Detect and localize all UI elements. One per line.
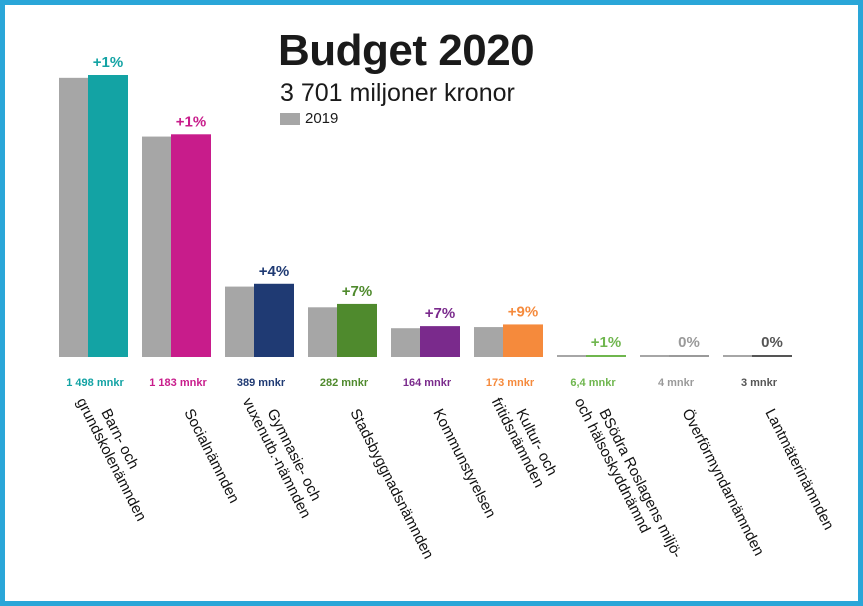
category-label: Kommunstyrelsen	[429, 406, 499, 521]
value-label: 1 183 mnkr	[149, 377, 207, 389]
chart-title: Budget 2020	[278, 26, 535, 75]
category-label: Lantmäterinämnden	[761, 406, 837, 533]
value-label: 282 mnkr	[320, 377, 369, 389]
category-label: BSödra Roslagens miljö-och hälsoskyddnäm…	[571, 387, 686, 568]
bar-2019	[640, 355, 678, 357]
category-label: Kultur- ochfritidsnämnden	[488, 387, 563, 490]
change-label: +7%	[425, 305, 455, 322]
value-label: 4 mnkr	[658, 377, 695, 389]
bar-2020	[669, 355, 709, 357]
legend-label-2019: 2019	[305, 110, 339, 127]
bar-2020	[503, 324, 543, 357]
value-label: 6,4 mnkr	[570, 377, 616, 389]
bar-2020	[420, 326, 460, 357]
change-label: +1%	[93, 54, 123, 71]
category-label-line: BSödra Roslagens miljö-	[595, 406, 685, 561]
value-label: 3 mnkr	[741, 377, 778, 389]
chart-subtitle: 3 701 miljoner kronor	[280, 79, 515, 107]
change-label: +1%	[591, 334, 621, 351]
legend-swatch-2019	[280, 112, 300, 125]
category-label: Stadsbyggnadsnämnden	[346, 406, 436, 562]
change-label: +4%	[259, 263, 289, 280]
change-label: 0%	[761, 334, 783, 351]
bar-2020	[337, 303, 377, 357]
value-label: 1 498 mnkr	[66, 377, 124, 389]
change-label: +9%	[508, 303, 538, 320]
legend: 2019	[280, 110, 338, 127]
bar-2020	[88, 75, 128, 357]
bar-2020	[254, 283, 294, 357]
bar-2020	[586, 355, 626, 357]
change-label: +1%	[176, 113, 206, 130]
value-label: 389 mnkr	[237, 377, 286, 389]
value-label: 173 mnkr	[486, 377, 535, 389]
bar-2019	[723, 355, 761, 357]
bar-2020	[752, 355, 792, 357]
bar-2020	[171, 134, 211, 357]
bar-2019	[557, 355, 595, 357]
category-label: Barn- ochgrundskolenämnden	[73, 387, 165, 524]
change-label: 0%	[678, 334, 700, 351]
category-label: Gymnasie- ochvuxenutb.-nämnden	[239, 387, 329, 521]
category-label: Socialnämnden	[180, 406, 242, 506]
category-label: Överförmyndarnämnden	[678, 406, 768, 559]
change-label: +7%	[342, 283, 372, 300]
value-label: 164 mnkr	[403, 377, 452, 389]
